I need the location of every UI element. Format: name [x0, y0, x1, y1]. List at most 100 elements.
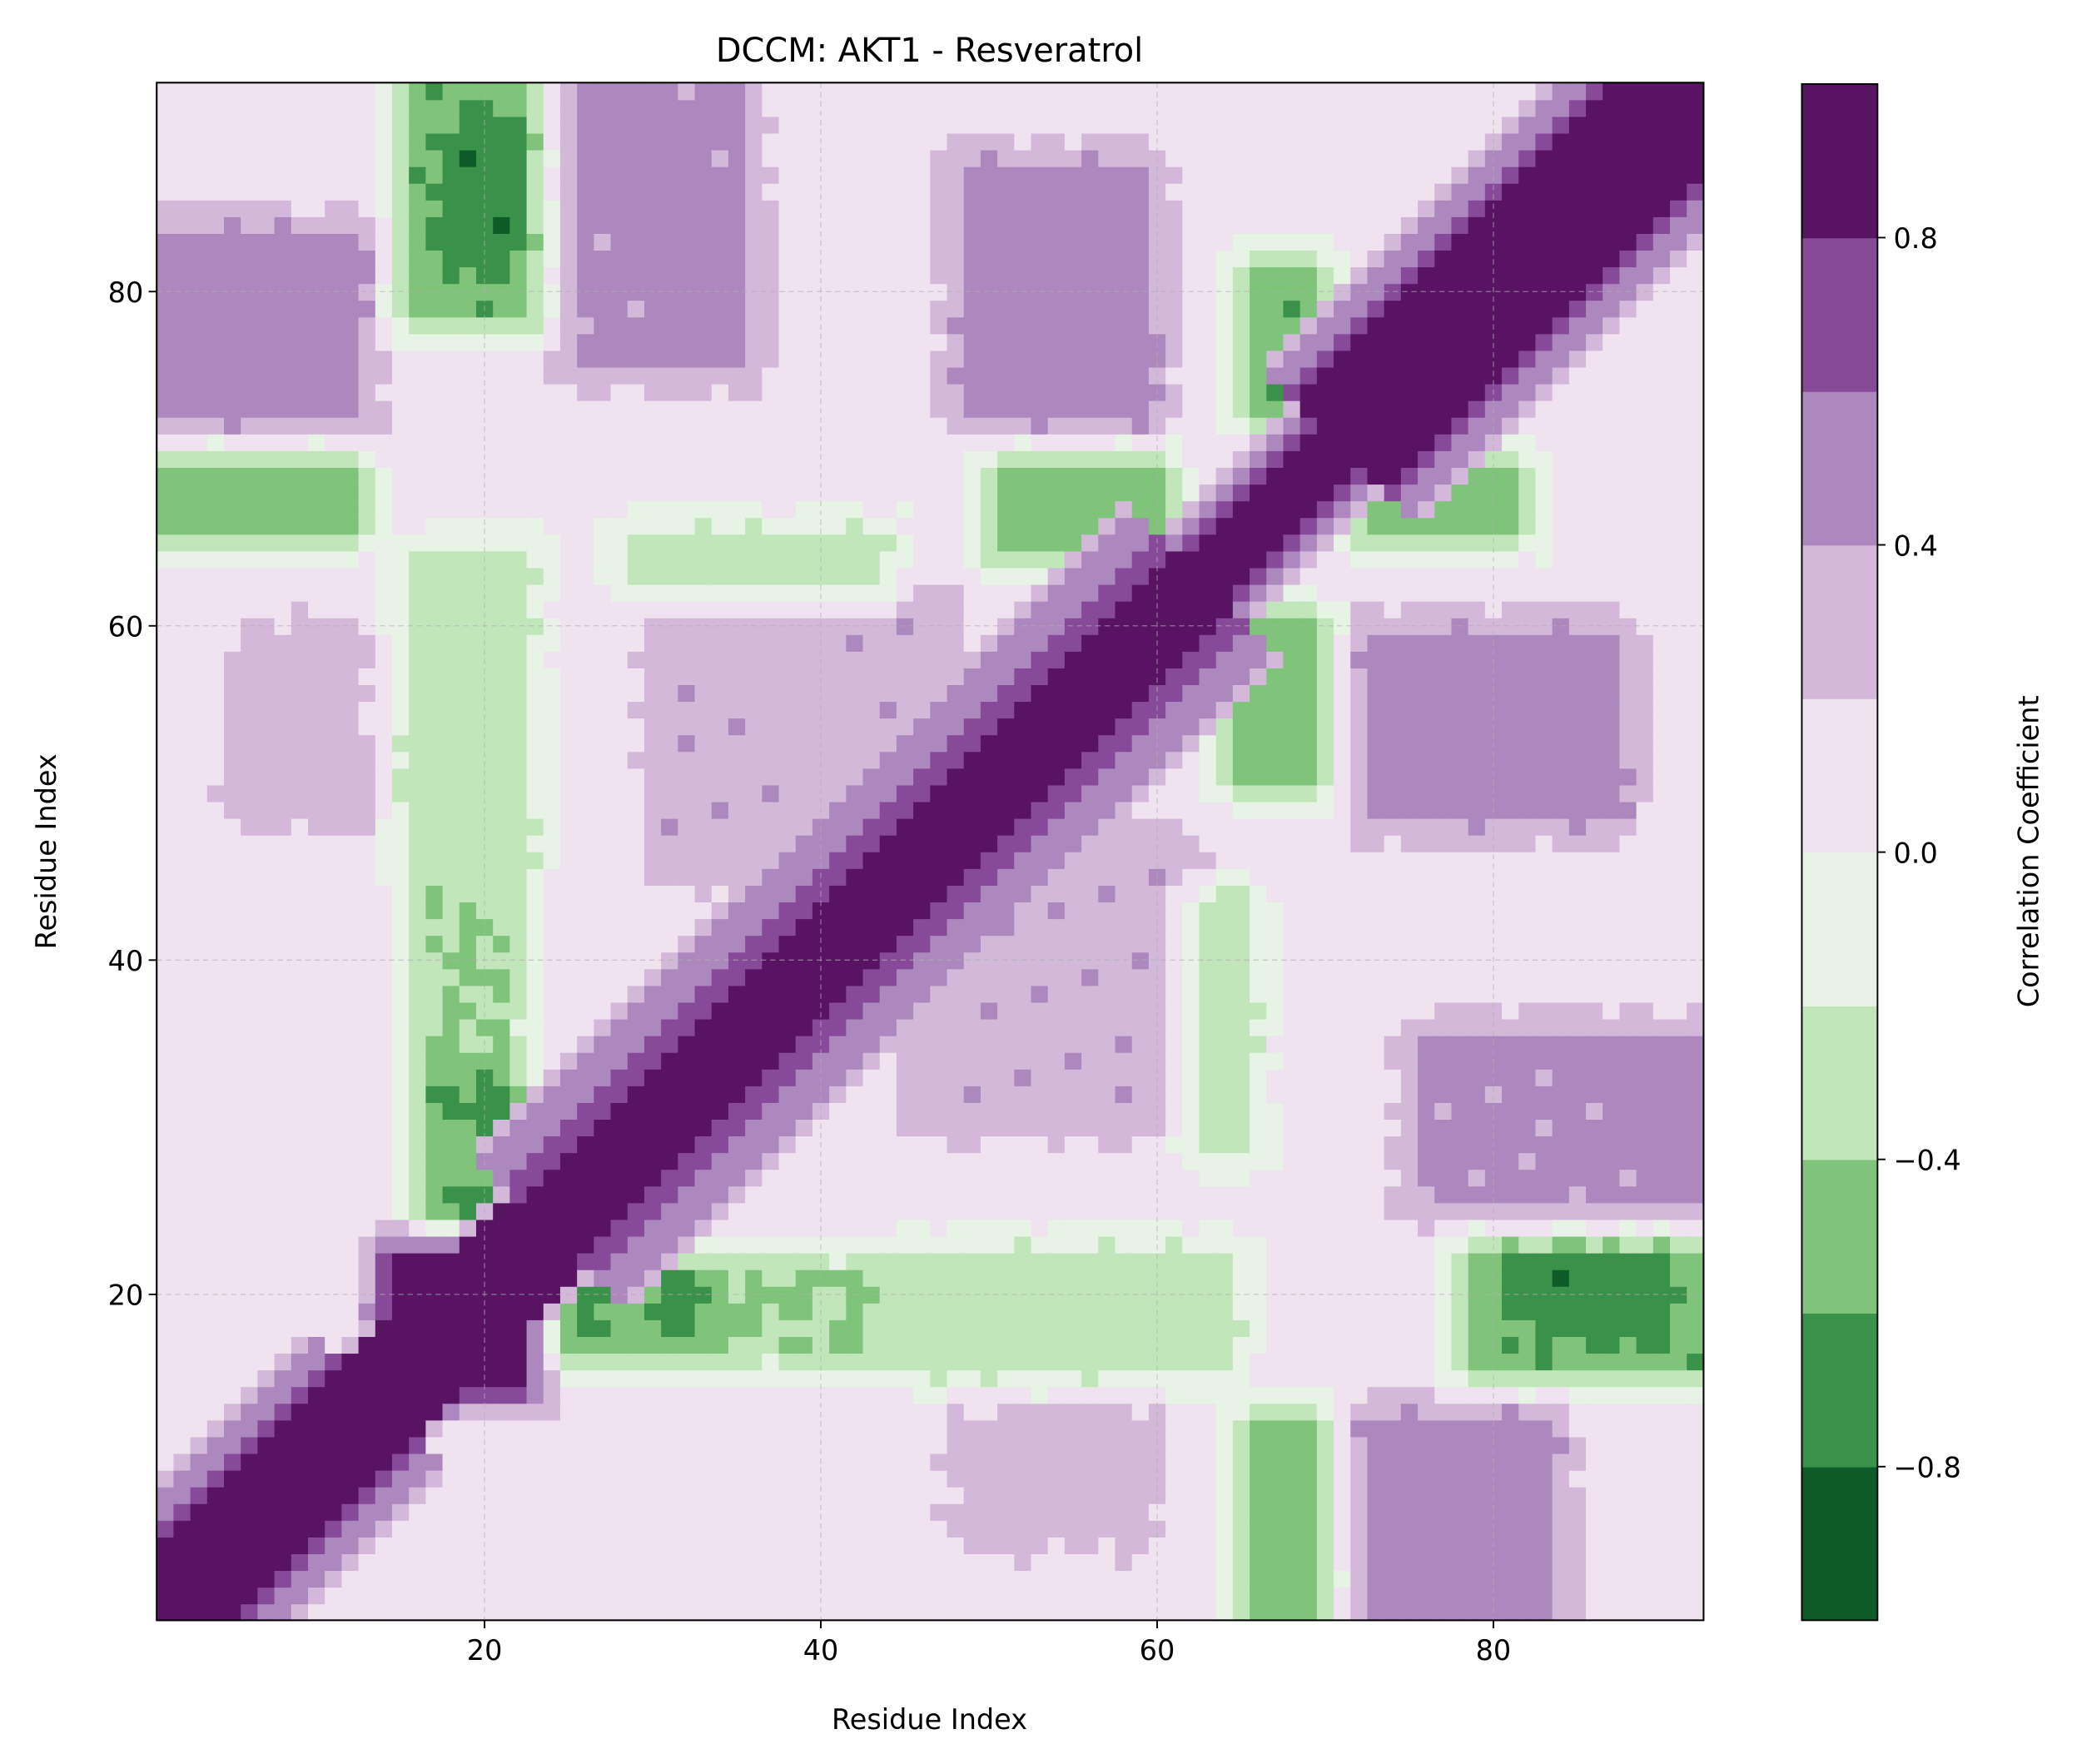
heatmap-cell [1031, 768, 1049, 786]
heatmap-cell [274, 232, 292, 251]
heatmap-cell [745, 182, 763, 201]
heatmap-cell [930, 968, 948, 986]
heatmap-cell [947, 1587, 965, 1605]
heatmap-cell [459, 300, 477, 318]
heatmap-cell [341, 1252, 360, 1270]
heatmap-cell [274, 216, 292, 234]
heatmap-cell [980, 1519, 999, 1538]
heatmap-cell [325, 817, 343, 836]
heatmap-cell [896, 918, 915, 937]
heatmap-cell [493, 1469, 511, 1488]
heatmap-cell [325, 634, 343, 652]
heatmap-cell [190, 350, 208, 368]
heatmap-cell [559, 1336, 579, 1354]
heatmap-cell [594, 316, 612, 335]
heatmap-cell [375, 132, 393, 151]
heatmap-cell [1064, 1369, 1083, 1388]
heatmap-cell [409, 1035, 427, 1053]
heatmap-cell [643, 718, 663, 736]
heatmap-cell [778, 400, 797, 418]
heatmap-cell [862, 283, 881, 301]
heatmap-cell [1014, 316, 1032, 335]
heatmap-cell [526, 1570, 544, 1588]
heatmap-cell [307, 333, 326, 351]
heatmap-cell [224, 182, 242, 201]
heatmap-cell [694, 1503, 713, 1521]
heatmap-cell [206, 1202, 225, 1220]
heatmap-cell [325, 1453, 343, 1471]
heatmap-cell [526, 985, 544, 1003]
heatmap-cell [190, 1219, 208, 1237]
heatmap-cell [728, 400, 747, 418]
heatmap-cell [643, 433, 663, 451]
heatmap-cell [711, 1051, 729, 1070]
heatmap-cell [173, 383, 191, 401]
heatmap-cell [947, 1035, 965, 1053]
heatmap-cell [930, 82, 948, 101]
heatmap-cell [610, 1336, 629, 1354]
heatmap-cell [1014, 1319, 1032, 1337]
heatmap-cell [543, 968, 561, 986]
heatmap-cell [997, 1202, 1016, 1220]
heatmap-cell [627, 82, 645, 101]
heatmap-cell [375, 718, 393, 736]
heatmap-cell [206, 1085, 225, 1103]
heatmap-cell [358, 182, 376, 201]
heatmap-cell [711, 667, 729, 686]
heatmap-cell [358, 149, 376, 167]
heatmap-cell [829, 1403, 847, 1421]
heatmap-cell [846, 383, 864, 401]
heatmap-cell [173, 1101, 191, 1120]
heatmap-cell [762, 867, 780, 886]
heatmap-cell [930, 867, 948, 886]
heatmap-cell [812, 1169, 831, 1187]
heatmap-cell [341, 1603, 360, 1622]
heatmap-cell [1031, 1252, 1049, 1270]
heatmap-cell [509, 333, 528, 351]
heatmap-cell [762, 884, 780, 902]
heatmap-cell [307, 467, 326, 485]
heatmap-cell [678, 1536, 696, 1554]
heatmap-cell [678, 1235, 696, 1254]
heatmap-cell [879, 199, 897, 217]
heatmap-cell [1047, 216, 1066, 234]
heatmap-cell [643, 1503, 663, 1521]
heatmap-cell [661, 851, 679, 869]
heatmap-cell [493, 634, 511, 652]
heatmap-cell [425, 834, 444, 852]
heatmap-cell [980, 817, 999, 836]
heatmap-cell [1014, 116, 1032, 134]
heatmap-cell [728, 166, 747, 184]
heatmap-cell [913, 316, 932, 335]
heatmap-cell [610, 484, 629, 502]
heatmap-cell [610, 667, 629, 686]
heatmap-cell [896, 734, 915, 753]
heatmap-cell [627, 1553, 645, 1572]
heatmap-cell [577, 902, 595, 920]
heatmap-cell [678, 1085, 696, 1103]
heatmap-cell [291, 1051, 309, 1070]
heatmap-cell [762, 1587, 780, 1605]
heatmap-cell [509, 467, 528, 485]
heatmap-cell [442, 784, 460, 802]
heatmap-cell [459, 1486, 477, 1504]
heatmap-cell [391, 300, 410, 318]
heatmap-cell [694, 467, 713, 485]
heatmap-cell [661, 1169, 679, 1187]
heatmap-cell [862, 1202, 881, 1220]
heatmap-cell [846, 132, 864, 151]
heatmap-cell [879, 1486, 897, 1504]
heatmap-cell [307, 801, 326, 819]
heatmap-cell [257, 952, 276, 970]
heatmap-cell [846, 1001, 864, 1020]
heatmap-cell [425, 1068, 444, 1086]
heatmap-cell [930, 216, 948, 234]
heatmap-cell [762, 400, 780, 418]
heatmap-cell [526, 99, 544, 117]
heatmap-cell [930, 1386, 948, 1404]
heatmap-cell [425, 1553, 444, 1572]
heatmap-cell [442, 116, 460, 134]
heatmap-cell [224, 1587, 242, 1605]
heatmap-cell [711, 567, 729, 585]
heatmap-cell [643, 500, 663, 519]
